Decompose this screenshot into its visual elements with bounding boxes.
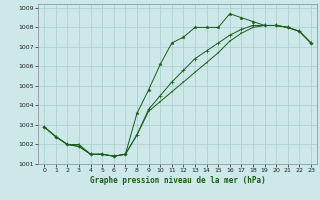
X-axis label: Graphe pression niveau de la mer (hPa): Graphe pression niveau de la mer (hPa) — [90, 176, 266, 185]
